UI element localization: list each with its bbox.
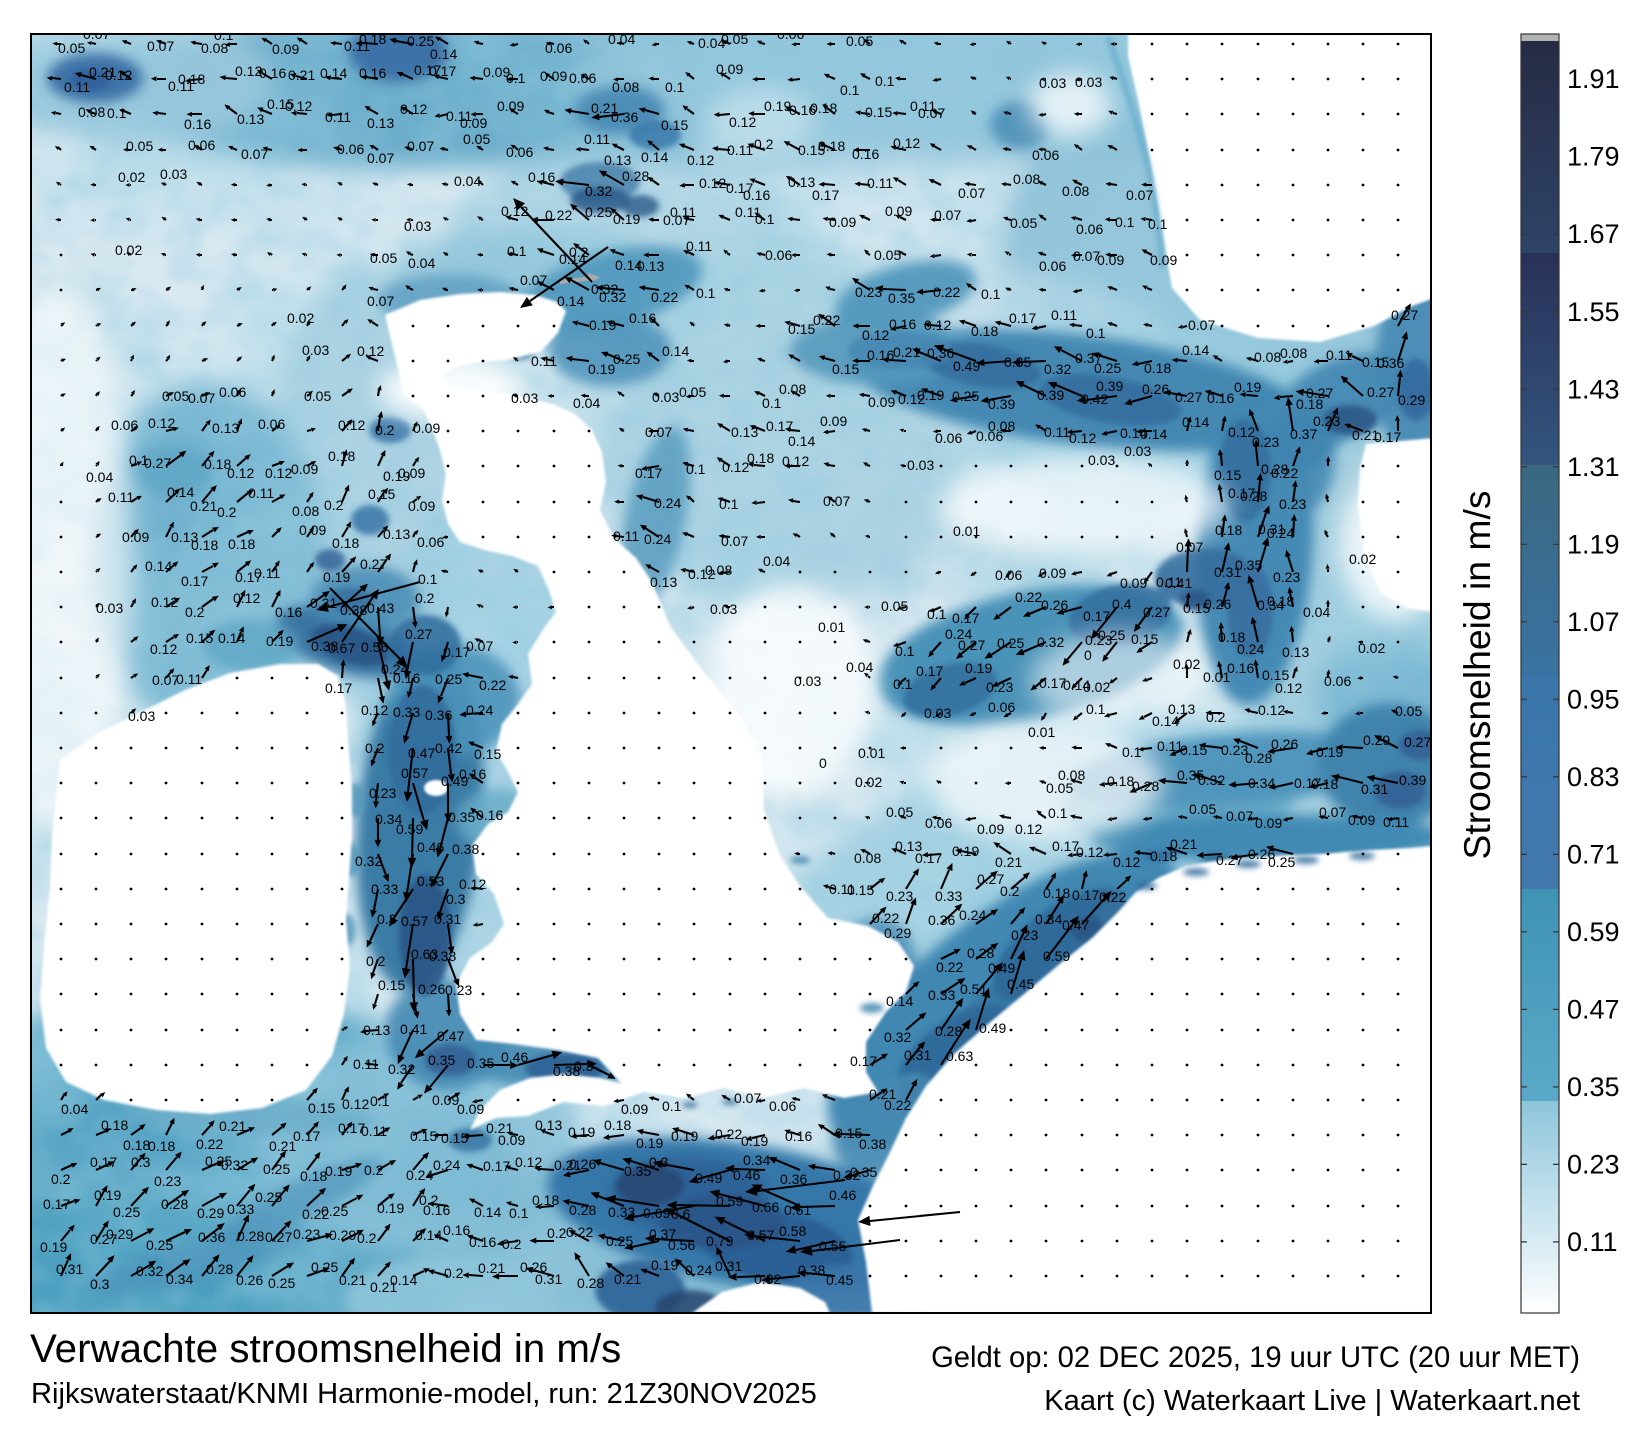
svg-text:Stroomsnelheid in m/s: Stroomsnelheid in m/s	[1456, 491, 1498, 860]
svg-text:0.050.070.070.080.10.090.110.1: 0.050.070.07 0.080.10.09 0.110.18 0.25 0.14 0…	[40, 26, 1431, 1295]
svg-text:1.19: 1.19	[1567, 529, 1620, 559]
svg-text:Rijkswaterstaat/KNMI Harmonie-: Rijkswaterstaat/KNMI Harmonie-model, run…	[31, 1378, 817, 1410]
svg-text:0.23: 0.23	[1567, 1149, 1620, 1179]
svg-text:1.91: 1.91	[1567, 64, 1620, 94]
svg-text:Verwachte stroomsnelheid in m/: Verwachte stroomsnelheid in m/s	[30, 1326, 621, 1371]
svg-text:1.67: 1.67	[1567, 219, 1620, 249]
svg-text:0.11: 0.11	[1567, 1227, 1618, 1257]
svg-text:0.59: 0.59	[1567, 917, 1620, 947]
svg-text:1.31: 1.31	[1567, 452, 1620, 482]
svg-text:1.79: 1.79	[1567, 142, 1620, 172]
svg-text:Geldt op: 02 DEC 2025, 19 uur: Geldt op: 02 DEC 2025, 19 uur UTC (20 uu…	[931, 1342, 1580, 1374]
svg-text:1.07: 1.07	[1567, 607, 1620, 637]
svg-text:Kaart (c) Waterkaart Live | Wa: Kaart (c) Waterkaart Live | Waterkaart.n…	[1044, 1385, 1580, 1417]
svg-text:0.95: 0.95	[1567, 684, 1620, 714]
svg-text:0.71: 0.71	[1567, 839, 1620, 869]
svg-text:0.83: 0.83	[1567, 762, 1620, 792]
svg-text:1.43: 1.43	[1567, 374, 1620, 404]
svg-text:0.35: 0.35	[1567, 1072, 1620, 1102]
svg-text:0.47: 0.47	[1567, 994, 1620, 1024]
svg-text:1.55: 1.55	[1567, 297, 1620, 327]
